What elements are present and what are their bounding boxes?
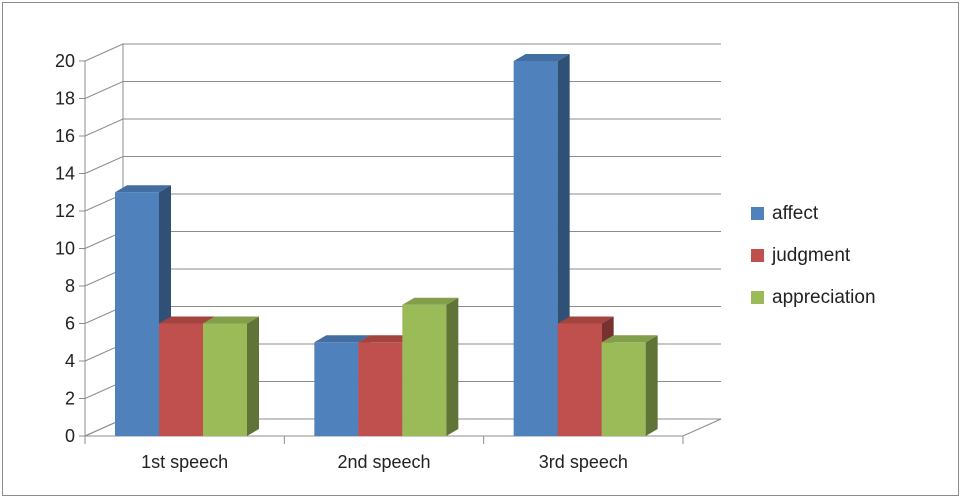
bar-top	[513, 54, 570, 61]
legend-item: affect	[751, 203, 819, 224]
legend: affect judgment appreciation	[751, 203, 876, 308]
bar-front	[203, 323, 247, 436]
y-tick-label: 10	[55, 239, 75, 259]
bar-front	[513, 61, 558, 436]
y-tick-label: 2	[65, 389, 75, 409]
bar-appreciation	[402, 297, 459, 436]
bar-top	[203, 316, 259, 324]
legend-label: judgment	[771, 245, 851, 266]
y-axis: 0 2 4 6 8 10 12 14 16 18 20	[55, 51, 85, 446]
y-tick-label: 8	[65, 276, 75, 296]
y-tick-label: 12	[55, 201, 75, 221]
bar-front	[314, 342, 359, 436]
x-category-label: 3rd speech	[539, 452, 628, 472]
bar-side	[446, 297, 459, 436]
gridline	[84, 118, 721, 137]
legend-swatch	[751, 291, 764, 304]
y-tick-label: 6	[65, 314, 75, 334]
bar-front	[358, 342, 403, 436]
legend-item: appreciation	[751, 287, 876, 308]
bar-front	[402, 304, 447, 436]
y-tick-label: 14	[55, 164, 75, 184]
bar-top	[557, 316, 614, 324]
gridline	[84, 193, 721, 212]
bar-appreciation	[203, 316, 259, 436]
y-tick-label: 4	[65, 351, 75, 371]
bar-top	[115, 185, 171, 193]
y-tick-label: 16	[55, 126, 75, 146]
bar-side	[645, 335, 658, 436]
gridline	[84, 231, 721, 249]
y-tick-label: 20	[55, 51, 75, 71]
y-tick-label: 18	[55, 89, 75, 109]
bar-chart: 0 2 4 6 8 10 12 14 16 18 20 1st speech 2nd speech 3r…	[55, 43, 876, 472]
gridline	[84, 81, 721, 99]
gridline	[84, 156, 721, 174]
bar-top	[402, 297, 459, 305]
bar-front	[115, 192, 159, 436]
bar-top	[314, 335, 371, 343]
bar-front	[557, 323, 602, 436]
bar-top	[601, 335, 658, 343]
bar-front	[601, 342, 646, 436]
bar-top	[358, 335, 415, 343]
y-tick-label: 0	[65, 426, 75, 446]
bar-affect	[513, 54, 570, 436]
bar-front	[159, 323, 203, 436]
legend-swatch	[751, 249, 764, 262]
x-category-label: 2nd speech	[337, 452, 430, 472]
gridline	[84, 268, 721, 287]
legend-label: affect	[772, 203, 819, 224]
legend-swatch	[751, 207, 764, 220]
bar-appreciation	[601, 335, 658, 436]
x-axis: 1st speech 2nd speech 3rd speech	[84, 436, 684, 472]
bars	[115, 54, 658, 436]
legend-item: judgment	[751, 245, 851, 266]
bar-side	[247, 316, 259, 436]
legend-label: appreciation	[772, 287, 876, 308]
bar-top	[159, 316, 215, 324]
x-category-label: 1st speech	[141, 452, 228, 472]
gridline	[84, 43, 721, 62]
